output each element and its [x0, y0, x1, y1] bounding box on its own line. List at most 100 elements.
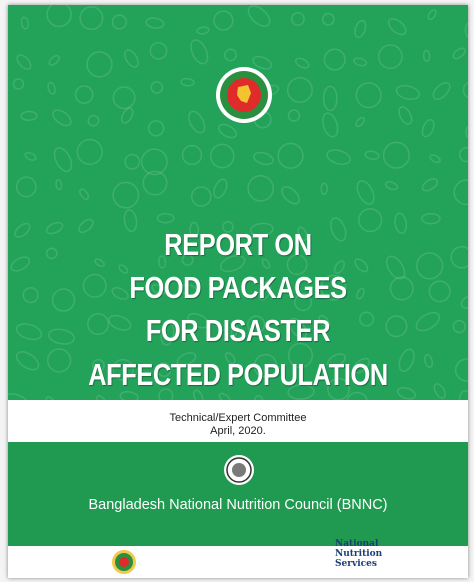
doodle — [213, 10, 234, 31]
doodle — [420, 212, 441, 225]
committee: Technical/Expert Committee — [169, 412, 307, 424]
title-line: REPORT ON — [164, 227, 312, 262]
partner-logo — [112, 550, 136, 574]
doodle — [297, 226, 308, 242]
doodle — [460, 293, 468, 309]
doodle — [180, 77, 195, 87]
doodle — [287, 384, 315, 400]
doodle — [151, 284, 166, 295]
doodle — [189, 221, 200, 239]
doodle — [258, 281, 271, 301]
doodle — [78, 218, 94, 234]
doodle — [253, 151, 274, 166]
doodle — [47, 328, 75, 345]
doodle — [108, 314, 132, 331]
doodle — [48, 54, 61, 66]
doodle — [147, 120, 165, 137]
doodle — [450, 245, 468, 269]
doodle — [224, 48, 238, 62]
title-line: AFFECTED POPULATION — [88, 357, 388, 392]
doodle — [398, 106, 413, 125]
report-cover: REPORT ON FOOD PACKAGES FOR DISASTER AFF… — [8, 5, 468, 578]
doodle — [394, 212, 408, 234]
doodle — [432, 82, 451, 100]
doodle — [454, 358, 468, 382]
doodle — [86, 51, 113, 78]
doodle — [119, 391, 139, 400]
doodle — [15, 351, 40, 371]
doodle — [218, 392, 231, 400]
government-emblem — [216, 67, 272, 123]
doodle — [8, 393, 30, 400]
doodle — [160, 321, 175, 346]
doodle — [322, 112, 339, 138]
doodle — [111, 287, 129, 300]
doodle — [398, 348, 415, 373]
doodle — [355, 82, 382, 109]
doodle — [124, 153, 141, 170]
partner-line: Nutrition — [335, 549, 383, 559]
doodle — [247, 5, 271, 27]
doodle — [396, 386, 417, 400]
doodle — [320, 274, 347, 301]
doodle — [124, 49, 139, 68]
doodle — [118, 264, 129, 274]
doodle — [387, 18, 407, 36]
doodle — [318, 314, 330, 328]
doodle — [415, 311, 441, 332]
doodle — [219, 254, 246, 273]
doodle — [213, 178, 228, 199]
doodle — [149, 41, 168, 60]
bottom-band — [8, 546, 468, 578]
doodle — [121, 107, 134, 124]
doodle — [287, 342, 314, 369]
doodle — [354, 258, 369, 273]
doodle — [193, 389, 204, 400]
doodle — [45, 247, 58, 260]
doodle — [10, 256, 31, 272]
doodle — [94, 258, 105, 268]
doodle — [187, 312, 210, 329]
doodle — [421, 118, 435, 138]
doodle — [14, 222, 31, 238]
doodle — [327, 377, 350, 400]
doodle — [384, 181, 399, 191]
partner-line: National — [335, 539, 379, 549]
doodle — [112, 86, 136, 110]
doodle — [179, 283, 199, 297]
doodle — [79, 6, 104, 31]
doodle — [459, 146, 468, 163]
doodle — [389, 276, 414, 301]
doodle — [55, 178, 63, 191]
doodle — [416, 252, 444, 280]
doodle — [286, 254, 308, 276]
doodle — [158, 255, 167, 269]
doodle — [355, 116, 365, 128]
doodle — [377, 44, 403, 70]
doodle — [323, 48, 346, 71]
bnnc-emblem — [224, 455, 254, 485]
doodle — [51, 288, 76, 312]
doodle — [79, 188, 90, 200]
doodle — [352, 357, 370, 374]
doodle — [222, 221, 234, 233]
doodle — [87, 312, 110, 336]
doodle — [458, 390, 468, 400]
doodle — [246, 315, 266, 334]
doodle — [294, 57, 310, 69]
doodle — [123, 209, 138, 233]
doodle — [346, 391, 368, 400]
doodle — [453, 179, 468, 206]
doodle — [261, 258, 271, 270]
doodle — [452, 47, 466, 60]
doodle — [112, 181, 140, 209]
doodle — [190, 39, 209, 65]
doodle — [156, 212, 175, 224]
doodle — [150, 81, 164, 94]
doodle — [12, 78, 25, 90]
doodle — [462, 81, 468, 99]
doodle — [356, 287, 365, 300]
doodle — [465, 125, 468, 139]
date: April, 2020. — [210, 425, 266, 437]
